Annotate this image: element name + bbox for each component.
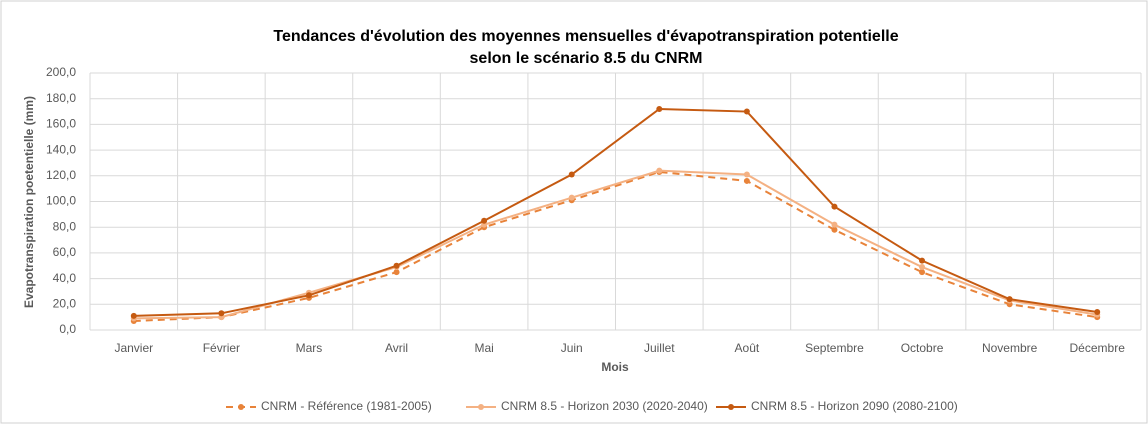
data-point xyxy=(919,257,926,264)
x-tick-label: Août xyxy=(735,341,760,355)
data-point xyxy=(568,194,575,201)
y-tick-label: 40,0 xyxy=(53,271,77,285)
data-point xyxy=(743,171,750,178)
chart-title: selon le scénario 8.5 du CNRM xyxy=(470,50,703,67)
legend-label: CNRM 8.5 - Horizon 2030 (2020-2040) xyxy=(501,399,708,413)
x-tick-label: Janvier xyxy=(114,341,153,355)
y-tick-label: 100,0 xyxy=(46,194,76,208)
data-point xyxy=(1094,309,1101,316)
x-tick-label: Octobre xyxy=(901,341,944,355)
data-point xyxy=(919,269,926,276)
x-tick-label: Juin xyxy=(561,341,583,355)
y-tick-label: 80,0 xyxy=(53,219,77,233)
x-tick-label: Novembre xyxy=(982,341,1038,355)
y-tick-label: 60,0 xyxy=(53,245,77,259)
data-point xyxy=(656,105,663,112)
data-point xyxy=(130,312,137,319)
x-tick-label: Juillet xyxy=(644,341,675,355)
legend-label: CNRM - Référence (1981-2005) xyxy=(261,399,432,413)
data-point xyxy=(305,292,312,299)
data-point xyxy=(656,167,663,174)
data-point xyxy=(393,269,400,276)
data-point xyxy=(831,221,838,228)
legend-marker xyxy=(478,404,484,410)
data-point xyxy=(393,262,400,269)
data-point xyxy=(481,217,488,224)
data-point xyxy=(831,203,838,210)
data-point xyxy=(218,310,225,317)
series-line xyxy=(133,170,1098,323)
legend-marker xyxy=(728,404,734,410)
legend-marker xyxy=(238,404,244,410)
x-tick-label: Février xyxy=(203,341,240,355)
series-line xyxy=(133,169,1098,320)
x-tick-label: Mars xyxy=(296,341,323,355)
y-tick-label: 0,0 xyxy=(59,322,76,336)
x-tick-label: Septembre xyxy=(805,341,864,355)
data-point xyxy=(743,108,750,115)
x-tick-label: Décembre xyxy=(1070,341,1126,355)
y-tick-label: 120,0 xyxy=(46,168,76,182)
y-tick-label: 140,0 xyxy=(46,142,76,156)
y-tick-label: 20,0 xyxy=(53,296,77,310)
legend-label: CNRM 8.5 - Horizon 2090 (2080-2100) xyxy=(751,399,958,413)
chart-title: Tendances d'évolution des moyennes mensu… xyxy=(273,28,898,45)
y-tick-label: 200,0 xyxy=(46,65,76,79)
data-point xyxy=(743,177,750,184)
x-tick-label: Avril xyxy=(385,341,408,355)
data-point xyxy=(568,171,575,178)
series-line xyxy=(133,107,1098,317)
y-tick-label: 180,0 xyxy=(46,91,76,105)
x-tick-label: Mai xyxy=(474,341,493,355)
data-point xyxy=(831,226,838,233)
data-point xyxy=(1006,296,1013,303)
x-axis-label: Mois xyxy=(601,360,629,374)
y-tick-label: 160,0 xyxy=(46,117,76,131)
data-point xyxy=(919,264,926,271)
y-axis-label: Evapotranspiration poetentielle (mm) xyxy=(22,96,36,308)
